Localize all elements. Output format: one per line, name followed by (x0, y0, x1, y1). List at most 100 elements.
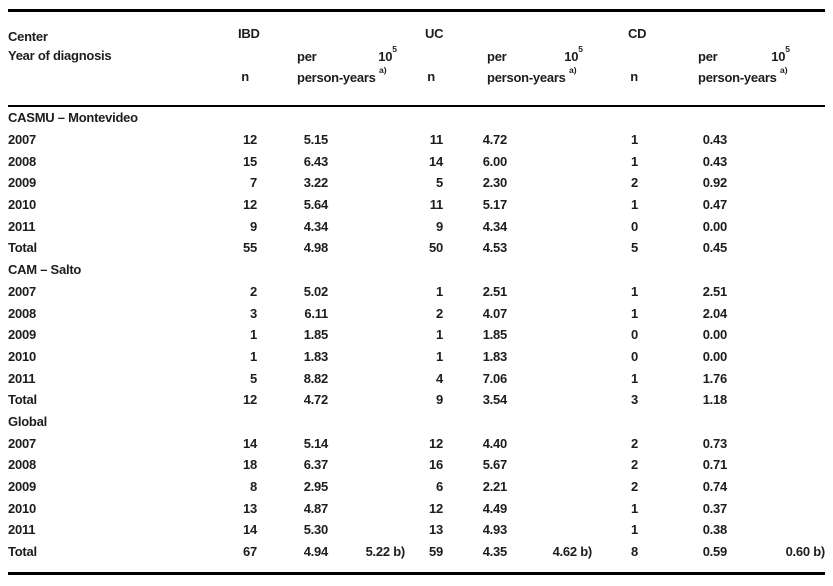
rate-cell: 0.00 (702, 348, 728, 364)
rate-cell: 4.87 (303, 500, 329, 516)
rate-cell: 1.76 (702, 370, 728, 386)
rate-cell: 5.14 (303, 435, 329, 451)
rate-cell: 0.73 (702, 435, 728, 451)
year-cell: Total (8, 392, 37, 408)
n-cell: 0 (631, 348, 638, 364)
year-cell: 2008 (8, 153, 36, 169)
rate-cell: 4.94 (303, 544, 329, 560)
n-cell: 8 (631, 544, 638, 560)
year-cell: 2011 (8, 522, 36, 538)
rate-cell: 4.72 (482, 132, 508, 148)
rate-cell: 2.04 (702, 305, 728, 321)
n-cell: 12 (429, 435, 443, 451)
rate-cell: 0.74 (702, 479, 728, 495)
rate-cell: 4.93 (482, 522, 508, 538)
rate-cell: 0.00 (702, 327, 728, 343)
n-cell: 8 (250, 479, 257, 495)
n-cell: 1 (250, 327, 257, 343)
n-cell: 1 (631, 500, 638, 516)
rate-cell: 0.00 (702, 218, 728, 234)
n-cell: 2 (631, 479, 638, 495)
table-header: Center Year of diagnosis IBD UC CD n n n… (8, 12, 825, 105)
n-cell: 2 (631, 457, 638, 473)
n-cell: 12 (429, 500, 443, 516)
rate-cell: 1.85 (482, 327, 508, 343)
n-cell: 5 (250, 370, 257, 386)
year-cell: 2009 (8, 479, 36, 495)
n-cell: 13 (243, 500, 257, 516)
rate-cell: 1.18 (702, 392, 728, 408)
year-cell: 2009 (8, 175, 36, 191)
rate-column-header-cd: per 105 person-years a) (698, 43, 790, 85)
n-cell: 14 (243, 435, 257, 451)
rate-cell: 0.38 (702, 522, 728, 538)
n-cell: 1 (631, 153, 638, 169)
rate-cell: 4.53 (482, 240, 508, 256)
per-label: per (297, 49, 317, 64)
rate-cell: 4.35 (482, 544, 508, 560)
rate-cell: 6.00 (482, 153, 508, 169)
year-cell: 2009 (8, 327, 36, 343)
n-cell: 55 (243, 240, 257, 256)
n-cell: 3 (250, 305, 257, 321)
n-cell: 11 (429, 197, 444, 213)
rate-cell: 2.30 (482, 175, 508, 191)
adjusted-rate-cell: 0.60 b) (785, 544, 826, 560)
n-cell: 59 (429, 544, 443, 560)
n-cell: 1 (631, 132, 638, 148)
person-years-label: person-years (698, 70, 777, 85)
rate-cell: 2.51 (482, 283, 508, 299)
rate-cell: 4.34 (482, 218, 508, 234)
year-cell: Total (8, 240, 37, 256)
rate-cell: 6.37 (303, 457, 329, 473)
rate-cell: 2.21 (482, 479, 508, 495)
year-cell: Total (8, 544, 37, 560)
n-cell: 1 (631, 305, 638, 321)
person-years-label: person-years (487, 70, 566, 85)
row-header-labels: Center Year of diagnosis (8, 27, 112, 65)
rate-cell: 6.43 (303, 153, 329, 169)
rate-cell: 7.06 (482, 370, 508, 386)
rate-cell: 0.47 (702, 197, 728, 213)
n-cell: 0 (631, 327, 638, 343)
table-row: 2009 1 1.85 1 1.85 0 0.00 (8, 324, 825, 346)
n-cell: 4 (436, 370, 443, 386)
table-row: 2007 12 5.15 11 4.72 1 0.43 (8, 129, 825, 151)
n-cell: 9 (250, 218, 257, 234)
n-cell: 13 (429, 522, 443, 538)
adjusted-rate-cell: 5.22 b) (365, 544, 406, 560)
person-years-label: person-years (297, 70, 376, 85)
rate-header-line1: per 105 (698, 43, 790, 64)
year-cell: 2007 (8, 283, 36, 299)
n-cell: 9 (436, 392, 443, 408)
n-cell: 1 (250, 348, 257, 364)
footnote-marker-a: a) (379, 64, 387, 75)
ten-to-fifth: 105 (771, 43, 790, 64)
rate-cell: 1.85 (303, 327, 329, 343)
rate-header-line2: person-years a) (487, 65, 583, 85)
footnote-marker-a: a) (569, 64, 577, 75)
table-row: 2008 15 6.43 14 6.00 1 0.43 (8, 150, 825, 172)
n-cell: 12 (243, 132, 257, 148)
n-cell: 67 (243, 544, 257, 560)
n-cell: 2 (631, 175, 638, 191)
rate-cell: 4.40 (482, 435, 508, 451)
section-name: Global (8, 413, 47, 429)
year-cell: 2008 (8, 305, 36, 321)
n-cell: 2 (250, 283, 257, 299)
rate-cell: 4.72 (303, 392, 329, 408)
ten-to-fifth: 105 (564, 43, 583, 64)
footnote-marker-a: a) (780, 64, 788, 75)
rate-cell: 5.15 (303, 132, 329, 148)
section-header-row: Global (8, 411, 825, 433)
n-column-header-uc: n (427, 69, 435, 84)
table-row: 2009 7 3.22 5 2.30 2 0.92 (8, 172, 825, 194)
n-cell: 18 (243, 457, 257, 473)
n-cell: 5 (631, 240, 638, 256)
table-row: Total 55 4.98 50 4.53 5 0.45 (8, 237, 825, 259)
year-of-diagnosis-label: Year of diagnosis (8, 48, 112, 63)
table-row: 2010 13 4.87 12 4.49 1 0.37 (8, 497, 825, 519)
rate-cell: 4.98 (303, 240, 329, 256)
rate-cell: 3.54 (482, 392, 508, 408)
n-cell: 1 (436, 283, 443, 299)
